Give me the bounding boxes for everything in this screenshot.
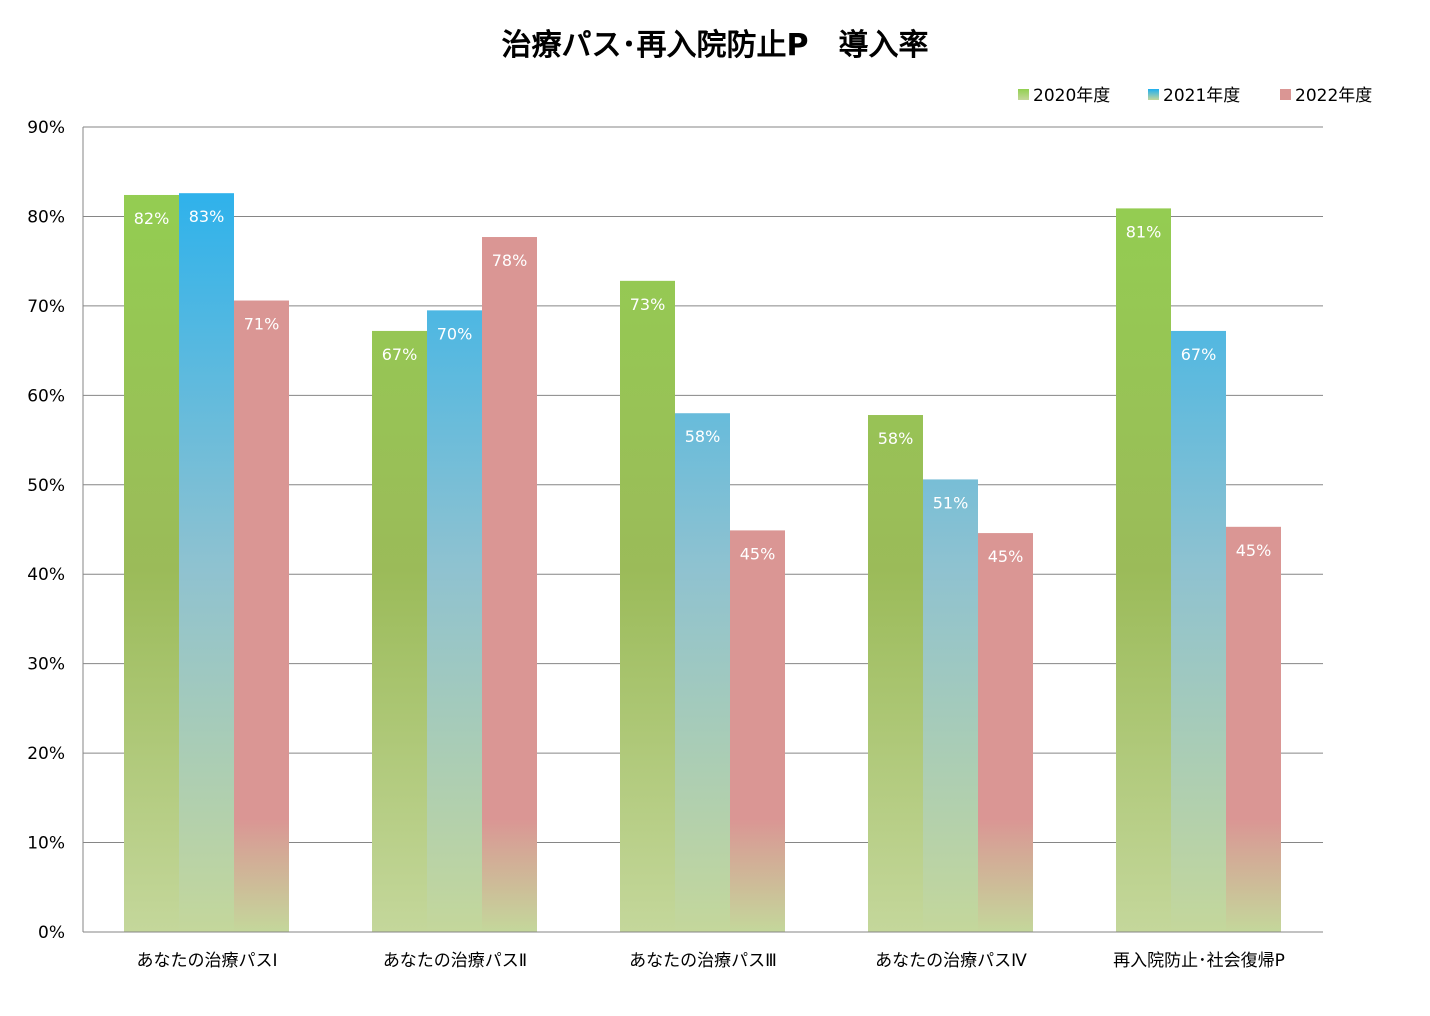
- bar: [234, 300, 289, 932]
- legend-swatch: [1280, 89, 1291, 100]
- data-label: 45%: [988, 547, 1024, 566]
- x-tick-label: あなたの治療パスⅠ: [136, 951, 277, 971]
- x-tick-label: あなたの治療パスⅡ: [383, 951, 527, 971]
- bar: [179, 193, 234, 932]
- data-label: 78%: [492, 251, 528, 270]
- legend-label: 2022年度: [1295, 86, 1372, 106]
- y-tick-label: 30%: [27, 655, 65, 675]
- y-axis: 0% 10% 20% 30% 40% 50% 60% 70% 80% 90%: [27, 118, 84, 943]
- legend-swatch: [1148, 89, 1159, 100]
- y-tick-label: 20%: [27, 744, 65, 764]
- data-label: 58%: [685, 427, 721, 446]
- y-tick-label: 10%: [27, 834, 65, 854]
- bar: [620, 280, 675, 932]
- data-label: 67%: [382, 345, 418, 364]
- data-label: 51%: [933, 493, 969, 512]
- y-tick-label: 40%: [27, 565, 65, 585]
- legend-label: 2020年度: [1033, 86, 1110, 106]
- data-label: 67%: [1181, 345, 1217, 364]
- bar: [675, 413, 730, 932]
- data-label: 58%: [878, 429, 914, 448]
- legend-swatch: [1018, 89, 1029, 100]
- data-label: 81%: [1126, 222, 1162, 241]
- y-tick-label: 80%: [27, 207, 65, 227]
- bar: [372, 330, 427, 932]
- data-label: 71%: [244, 315, 280, 334]
- bar: [868, 415, 923, 932]
- bar: [482, 237, 537, 932]
- bar: [427, 310, 482, 933]
- data-label: 45%: [740, 544, 776, 563]
- bar: [124, 194, 179, 932]
- y-tick-label: 50%: [27, 476, 65, 496]
- x-tick-label: 再入院防止･社会復帰P: [1113, 951, 1285, 971]
- legend: 2020年度 2021年度 2022年度: [1018, 86, 1372, 106]
- bar: [1226, 526, 1281, 932]
- y-tick-label: 90%: [27, 118, 65, 138]
- bar: [1171, 330, 1226, 932]
- bar: [730, 530, 785, 932]
- bars: [124, 193, 1281, 933]
- y-tick-label: 70%: [27, 297, 65, 317]
- y-tick-label: 0%: [38, 923, 65, 943]
- data-label: 83%: [189, 207, 225, 226]
- data-label: 82%: [134, 209, 170, 228]
- data-label: 45%: [1236, 541, 1272, 560]
- y-tick-label: 60%: [27, 386, 65, 406]
- data-labels: 82% 83% 71% 67% 70% 78% 73% 58% 45% 58% 51% 45% 81% 6…: [134, 207, 1272, 566]
- bar: [923, 479, 978, 932]
- x-tick-label: あなたの治療パスⅢ: [629, 951, 777, 971]
- legend-label: 2021年度: [1163, 86, 1240, 106]
- chart-title: 治療パス･再入院防止P 導入率: [502, 28, 929, 63]
- x-tick-label: あなたの治療パスⅣ: [875, 951, 1027, 971]
- bar: [1116, 208, 1171, 933]
- x-axis: あなたの治療パスⅠ あなたの治療パスⅡ あなたの治療パスⅢ あなたの治療パスⅣ 再入院防…: [83, 931, 1323, 971]
- bar: [978, 533, 1033, 932]
- data-label: 73%: [630, 295, 666, 314]
- data-label: 70%: [437, 324, 473, 343]
